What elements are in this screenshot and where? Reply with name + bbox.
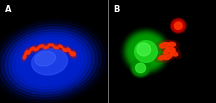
Ellipse shape	[35, 43, 47, 49]
Ellipse shape	[170, 51, 178, 56]
Ellipse shape	[155, 53, 169, 62]
Ellipse shape	[2, 27, 98, 97]
Circle shape	[126, 33, 165, 70]
Circle shape	[175, 22, 182, 29]
Ellipse shape	[68, 49, 76, 59]
Ellipse shape	[30, 47, 34, 50]
Ellipse shape	[161, 51, 176, 63]
Ellipse shape	[5, 29, 94, 94]
Ellipse shape	[73, 52, 75, 56]
Ellipse shape	[155, 40, 174, 51]
Ellipse shape	[35, 51, 56, 66]
Text: B: B	[114, 5, 120, 14]
Circle shape	[125, 31, 167, 72]
Ellipse shape	[71, 50, 77, 58]
Ellipse shape	[70, 52, 73, 56]
Ellipse shape	[164, 49, 169, 54]
Ellipse shape	[0, 22, 105, 102]
Ellipse shape	[16, 37, 83, 86]
Ellipse shape	[27, 50, 30, 54]
Ellipse shape	[23, 48, 30, 58]
Circle shape	[135, 41, 157, 62]
Circle shape	[131, 59, 150, 77]
Circle shape	[122, 28, 170, 75]
Ellipse shape	[43, 46, 49, 48]
Ellipse shape	[40, 45, 52, 50]
Ellipse shape	[38, 45, 44, 47]
Ellipse shape	[160, 43, 169, 48]
Circle shape	[132, 59, 150, 77]
Circle shape	[171, 18, 186, 33]
Circle shape	[123, 30, 168, 73]
Ellipse shape	[159, 56, 166, 60]
Ellipse shape	[31, 46, 42, 53]
Ellipse shape	[50, 45, 62, 50]
Circle shape	[137, 43, 151, 56]
Ellipse shape	[53, 46, 59, 49]
Ellipse shape	[168, 42, 176, 46]
Circle shape	[170, 18, 187, 34]
Ellipse shape	[34, 48, 39, 51]
Circle shape	[171, 19, 185, 33]
Circle shape	[133, 61, 148, 75]
Ellipse shape	[67, 48, 70, 52]
Ellipse shape	[9, 32, 90, 92]
Ellipse shape	[164, 40, 179, 48]
Circle shape	[133, 61, 148, 75]
Ellipse shape	[162, 45, 180, 54]
Ellipse shape	[20, 40, 79, 84]
Ellipse shape	[45, 43, 57, 47]
Ellipse shape	[165, 54, 172, 60]
Ellipse shape	[161, 46, 172, 57]
Circle shape	[135, 63, 146, 73]
Ellipse shape	[0, 24, 101, 99]
Circle shape	[129, 36, 162, 67]
Ellipse shape	[65, 46, 72, 54]
Circle shape	[130, 58, 151, 78]
Ellipse shape	[56, 43, 65, 50]
Ellipse shape	[60, 47, 70, 53]
Ellipse shape	[63, 49, 67, 52]
Ellipse shape	[23, 55, 26, 59]
Ellipse shape	[22, 53, 27, 62]
Ellipse shape	[166, 49, 181, 59]
Ellipse shape	[12, 35, 87, 89]
Text: A: A	[5, 5, 12, 14]
Ellipse shape	[28, 45, 37, 52]
Ellipse shape	[48, 44, 54, 46]
Circle shape	[131, 37, 161, 66]
Circle shape	[172, 20, 185, 32]
Ellipse shape	[166, 47, 175, 52]
Circle shape	[172, 20, 184, 31]
Ellipse shape	[25, 50, 28, 55]
Ellipse shape	[59, 45, 63, 48]
Circle shape	[132, 60, 149, 76]
Ellipse shape	[26, 48, 32, 57]
Circle shape	[128, 34, 164, 69]
Ellipse shape	[32, 49, 68, 75]
